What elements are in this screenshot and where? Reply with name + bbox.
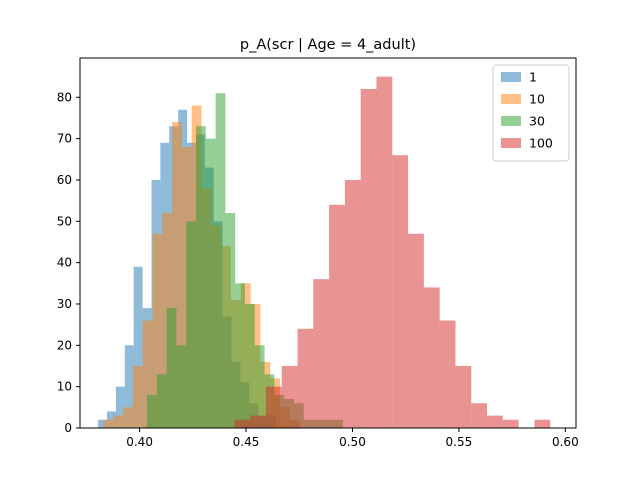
bar-series-10-bin-1 bbox=[113, 415, 124, 428]
y-tick-label: 20 bbox=[57, 338, 72, 352]
y-tick-label: 60 bbox=[57, 173, 72, 187]
bar-series-10-bin-2 bbox=[123, 407, 133, 428]
x-tick-label: 0.40 bbox=[126, 435, 153, 449]
x-tick-label: 0.45 bbox=[233, 435, 260, 449]
bar-series-30-bin-8 bbox=[225, 213, 236, 428]
bar-series-100-bin-13 bbox=[439, 320, 456, 428]
x-tick-label: 0.50 bbox=[339, 435, 366, 449]
y-tick-label: 30 bbox=[57, 297, 72, 311]
bar-series-30-bin-9 bbox=[235, 283, 245, 428]
bar-series-100-bin-1 bbox=[250, 415, 266, 428]
bar-series-100-bin-11 bbox=[408, 233, 424, 428]
bar-series-30-bin-6 bbox=[205, 138, 216, 428]
bar-series-100-bin-0 bbox=[234, 419, 251, 428]
bar-series-100-bin-3 bbox=[281, 365, 298, 428]
x-tick-label: 0.60 bbox=[552, 435, 579, 449]
y-tick-label: 40 bbox=[57, 256, 72, 270]
legend-swatch-100 bbox=[501, 138, 521, 148]
bar-series-30-bin-5 bbox=[196, 126, 206, 429]
bar-series-10-bin-5 bbox=[152, 233, 163, 428]
bar-series-1-bin-3 bbox=[124, 345, 134, 428]
bar-series-1-bin-4 bbox=[133, 266, 143, 428]
bar-series-30-bin-7 bbox=[215, 93, 226, 429]
legend-label-30: 30 bbox=[529, 114, 545, 129]
bar-series-30-bin-2 bbox=[166, 308, 177, 428]
legend: 1 10 30 100 bbox=[492, 64, 570, 162]
legend-label-100: 100 bbox=[529, 136, 553, 151]
bar-series-100-bin-15 bbox=[471, 403, 488, 428]
legend-swatch-30 bbox=[501, 116, 521, 126]
bar-series-100-bin-9 bbox=[376, 76, 393, 428]
bar-series-30-bin-4 bbox=[186, 221, 197, 428]
bar-series-100-bin-8 bbox=[360, 89, 377, 428]
y-tick-label: 0 bbox=[64, 421, 72, 435]
bar-series-100-bin-19 bbox=[534, 419, 551, 428]
bar-series-1-bin-2 bbox=[115, 386, 125, 428]
bar-series-100-bin-14 bbox=[455, 365, 472, 428]
y-tick-label: 10 bbox=[57, 380, 72, 394]
y-tick-label: 50 bbox=[57, 214, 72, 228]
legend-swatch-10 bbox=[501, 94, 521, 104]
bar-series-1-bin-0 bbox=[98, 419, 107, 428]
x-axis-ticks: 0.40 0.45 0.50 0.55 0.60 bbox=[126, 428, 579, 449]
y-tick-label: 70 bbox=[57, 132, 72, 146]
bar-series-10-bin-7 bbox=[172, 122, 182, 428]
bar-series-30-bin-11 bbox=[254, 345, 265, 428]
bar-series-100-bin-5 bbox=[313, 279, 330, 428]
legend-label-1: 1 bbox=[529, 70, 537, 85]
plot-frame bbox=[79, 57, 577, 429]
legend-box bbox=[492, 64, 570, 162]
bar-series-100-bin-10 bbox=[392, 155, 409, 429]
bar-series-100-bin-4 bbox=[297, 328, 314, 428]
bar-series-10-bin-4 bbox=[142, 320, 153, 428]
x-tick-label: 0.55 bbox=[446, 435, 473, 449]
y-axis-ticks: 0 10 20 30 40 50 60 70 80 bbox=[57, 90, 80, 435]
bar-series-100-bin-6 bbox=[329, 204, 345, 428]
bar-series-10-bin-0 bbox=[103, 419, 114, 428]
bar-series-100-bin-16 bbox=[487, 415, 503, 428]
legend-swatch-1 bbox=[501, 72, 521, 82]
bar-series-30-bin-0 bbox=[147, 394, 157, 428]
bar-series-10-bin-3 bbox=[132, 365, 143, 428]
chart-title: p_A(scr | Age = 4_adult) bbox=[240, 37, 416, 53]
histogram-bars bbox=[98, 76, 551, 429]
bar-series-30-bin-1 bbox=[156, 374, 167, 428]
legend-label-10: 10 bbox=[529, 92, 545, 107]
bar-series-30-bin-3 bbox=[176, 345, 187, 428]
bar-series-100-bin-12 bbox=[423, 287, 440, 428]
bar-series-100-bin-7 bbox=[344, 179, 361, 428]
bar-series-30-bin-10 bbox=[244, 303, 255, 428]
y-tick-label: 80 bbox=[57, 90, 72, 104]
bar-series-100-bin-2 bbox=[265, 386, 282, 428]
bar-series-100-bin-17 bbox=[502, 419, 519, 428]
